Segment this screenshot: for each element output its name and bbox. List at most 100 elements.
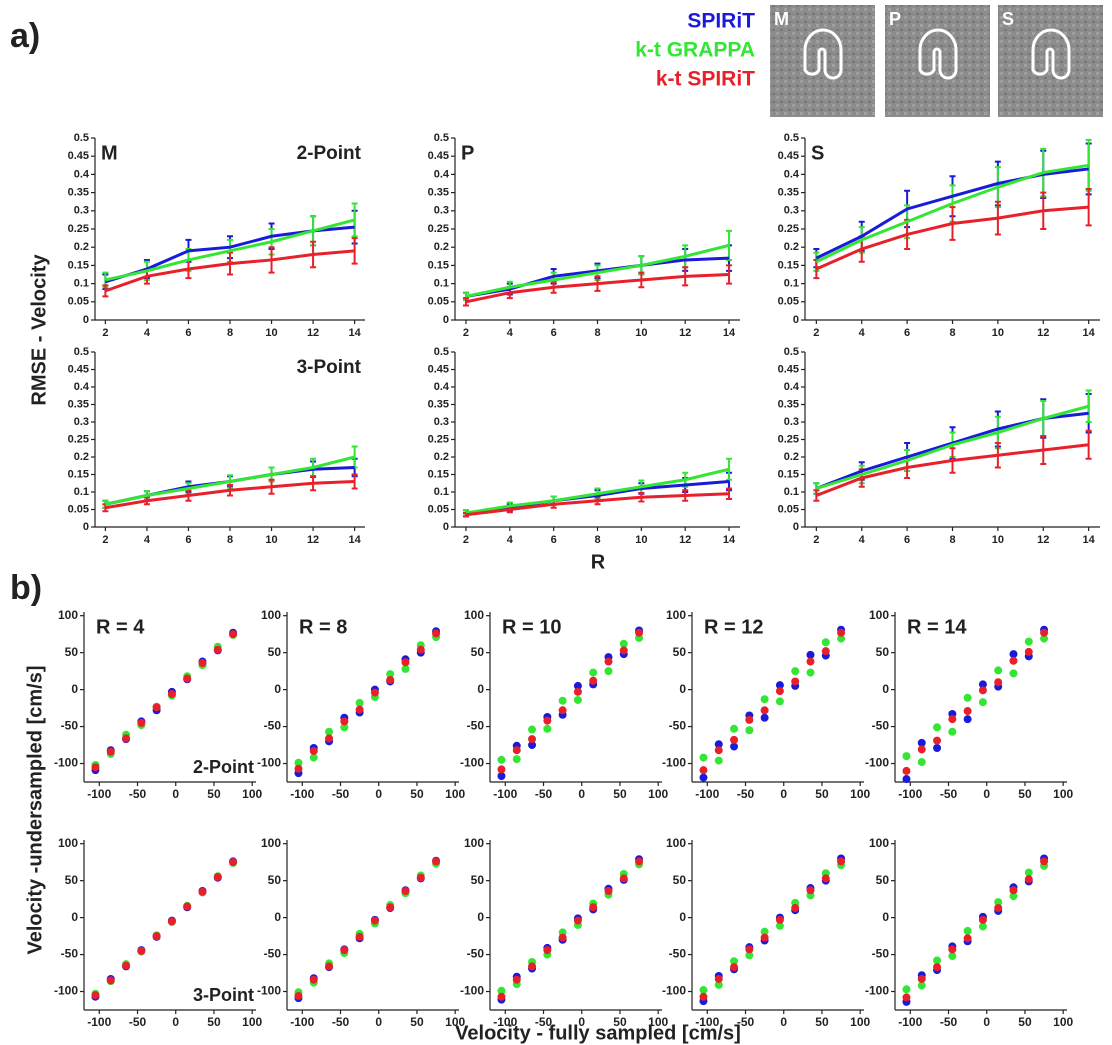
x-tick-label: 4	[507, 327, 514, 339]
y-tick-label: 0.2	[784, 451, 799, 463]
point	[948, 715, 956, 723]
point	[837, 629, 845, 637]
point	[513, 746, 521, 754]
x-tick-label: 12	[1037, 327, 1049, 339]
y-tick-label: -100	[54, 984, 78, 998]
point	[401, 887, 409, 895]
point	[497, 756, 505, 764]
y-tick-label: 0.4	[434, 381, 450, 393]
panel-letter: P	[461, 142, 474, 164]
point	[589, 669, 597, 677]
y-tick-label: 0	[882, 682, 889, 696]
point	[918, 975, 926, 983]
series-line	[105, 457, 354, 504]
y-tick-label: 100	[261, 836, 281, 850]
x-tick-label: 8	[227, 327, 233, 339]
x-tick-label: 6	[904, 534, 910, 546]
x-tick-label: 8	[949, 534, 955, 546]
point	[559, 706, 567, 714]
x-tick-label: -100	[695, 787, 719, 801]
y-tick-label: 0.45	[778, 363, 799, 375]
x-axis-label: R	[591, 551, 606, 573]
point	[122, 734, 130, 742]
y-tick-label: 0.4	[74, 381, 90, 393]
x-tick-label: 100	[850, 1015, 870, 1029]
x-tick-label: 100	[850, 787, 870, 801]
point	[543, 946, 551, 954]
y-tick-label: 0.3	[434, 416, 449, 428]
y-tick-label: 0.3	[74, 416, 89, 428]
y-tick-label: 0	[793, 314, 799, 326]
point	[589, 677, 597, 685]
x-tick-label: 14	[723, 327, 736, 339]
x-tick-label: -100	[695, 1015, 719, 1029]
point	[730, 963, 738, 971]
x-tick-label: 6	[904, 327, 910, 339]
legend-entry: SPIRiT	[687, 10, 755, 33]
x-tick-label: 14	[1083, 327, 1096, 339]
y-tick-label: 50	[65, 645, 79, 659]
y-tick-label: -50	[61, 719, 79, 733]
y-tick-label: -50	[264, 719, 282, 733]
x-tick-label: -50	[129, 1015, 147, 1029]
x-tick-label: 4	[507, 534, 514, 546]
y-tick-label: -100	[257, 756, 281, 770]
point	[371, 689, 379, 697]
y-tick-label: 0.2	[74, 451, 89, 463]
point	[574, 688, 582, 696]
y-tick-label: 0.05	[778, 503, 799, 515]
y-tick-label: 0.05	[428, 296, 449, 308]
x-tick-label: 100	[242, 787, 262, 801]
y-tick-label: 100	[666, 608, 686, 622]
point	[91, 763, 99, 771]
point	[806, 886, 814, 894]
point	[168, 917, 176, 925]
x-tick-label: -100	[290, 787, 314, 801]
image-label: M	[774, 9, 789, 29]
y-tick-label: 0.5	[74, 132, 89, 144]
point	[1025, 638, 1033, 646]
y-tick-label: 0	[679, 682, 686, 696]
y-tick-label: 50	[471, 645, 485, 659]
x-tick-label: 14	[1083, 534, 1096, 546]
x-tick-label: 10	[635, 327, 647, 339]
x-tick-label: 14	[348, 327, 361, 339]
y-tick-label: 50	[673, 873, 687, 887]
y-tick-label: 0.5	[784, 346, 799, 358]
y-tick-label: 0.35	[778, 187, 799, 199]
y-tick-label: 0	[83, 521, 89, 533]
x-tick-label: 10	[265, 534, 277, 546]
x-tick-label: 100	[1053, 1015, 1073, 1029]
x-tick-label: -100	[898, 787, 922, 801]
y-axis-label: RMSE - Velocity	[28, 254, 50, 406]
y-tick-label: 0.15	[68, 468, 89, 480]
point	[933, 723, 941, 731]
y-tick-label: 0.4	[434, 168, 450, 180]
point	[604, 887, 612, 895]
y-tick-label: 0.25	[428, 433, 449, 445]
point	[432, 629, 440, 637]
point	[401, 658, 409, 666]
y-tick-label: 0.15	[68, 259, 89, 271]
y-tick-label: 100	[464, 608, 484, 622]
y-tick-label: 0.25	[778, 223, 799, 235]
x-tick-label: 6	[185, 534, 191, 546]
y-tick-label: 0.45	[68, 363, 89, 375]
y-tick-label: 0.35	[428, 187, 449, 199]
y-tick-label: -50	[61, 947, 79, 961]
y-tick-label: 0.45	[778, 150, 799, 162]
x-tick-label: -50	[940, 787, 958, 801]
point	[948, 728, 956, 736]
point	[964, 707, 972, 715]
point	[417, 646, 425, 654]
panel-title: R = 8	[299, 616, 347, 638]
point	[153, 932, 161, 940]
point	[620, 646, 628, 654]
point	[1009, 669, 1017, 677]
x-tick-label: 0	[780, 1015, 787, 1029]
point	[933, 963, 941, 971]
y-tick-label: -100	[865, 756, 889, 770]
x-tick-label: 50	[613, 787, 627, 801]
point	[91, 991, 99, 999]
y-tick-label: 0.5	[784, 132, 799, 144]
